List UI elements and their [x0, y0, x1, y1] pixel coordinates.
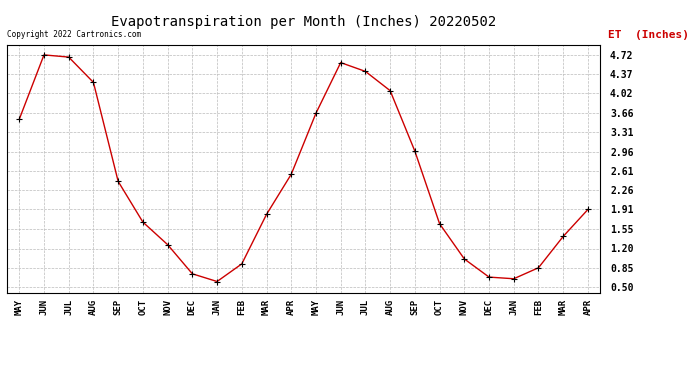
Text: ET  (Inches): ET (Inches) [609, 30, 689, 40]
Text: Copyright 2022 Cartronics.com: Copyright 2022 Cartronics.com [7, 30, 141, 39]
Text: Evapotranspiration per Month (Inches) 20220502: Evapotranspiration per Month (Inches) 20… [111, 15, 496, 29]
